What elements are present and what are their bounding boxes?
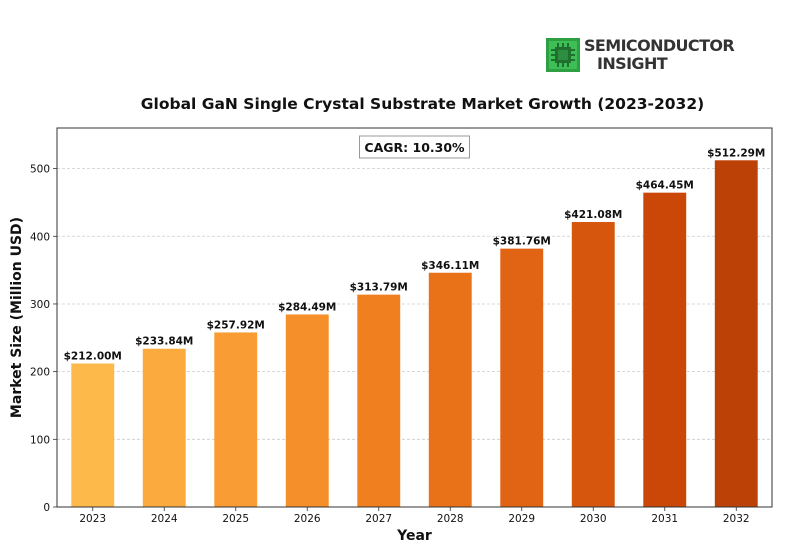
bar-2024 bbox=[142, 348, 186, 507]
cagr-annotation: CAGR: 10.30% bbox=[364, 140, 465, 155]
chip-icon bbox=[546, 38, 580, 72]
x-axis-label: Year bbox=[396, 528, 432, 544]
bar-2030 bbox=[571, 222, 615, 507]
data-label-2025: $257.92M bbox=[207, 319, 265, 331]
bar-2028 bbox=[428, 272, 472, 507]
data-label-2027: $313.79M bbox=[350, 282, 408, 294]
data-label-2023: $212.00M bbox=[64, 351, 122, 363]
x-tick-label-2030: 2030 bbox=[580, 513, 607, 525]
data-label-2026: $284.49M bbox=[278, 301, 336, 313]
data-label-2032: $512.29M bbox=[707, 147, 765, 159]
x-tick-label-2027: 2027 bbox=[365, 513, 392, 525]
bar-2023 bbox=[71, 363, 115, 507]
bar-2027 bbox=[357, 294, 401, 507]
x-tick-label-2025: 2025 bbox=[222, 513, 249, 525]
data-label-2029: $381.76M bbox=[493, 236, 551, 248]
y-tick-label-400: 400 bbox=[30, 231, 50, 243]
y-tick-label-200: 200 bbox=[30, 367, 50, 379]
x-tick-label-2032: 2032 bbox=[723, 513, 750, 525]
chart-title: Global GaN Single Crystal Substrate Mark… bbox=[141, 95, 704, 113]
x-tick-label-2024: 2024 bbox=[151, 513, 178, 525]
brand-line-1: SEMICONDUCTOR bbox=[584, 36, 735, 55]
y-tick-label-0: 0 bbox=[43, 502, 50, 514]
y-tick-label-500: 500 bbox=[30, 164, 50, 176]
bar-2026 bbox=[285, 314, 329, 507]
x-tick-label-2026: 2026 bbox=[294, 513, 321, 525]
bar-2032 bbox=[714, 160, 758, 508]
x-tick-label-2029: 2029 bbox=[508, 513, 535, 525]
y-axis-label: Market Size (Million USD) bbox=[9, 217, 25, 418]
bar-2031 bbox=[643, 192, 687, 507]
y-tick-label-100: 100 bbox=[30, 434, 50, 446]
data-label-2031: $464.45M bbox=[636, 180, 694, 192]
brand-line-2: INSIGHT bbox=[597, 54, 668, 73]
y-tick-label-300: 300 bbox=[30, 299, 50, 311]
data-label-2030: $421.08M bbox=[564, 209, 622, 221]
x-tick-label-2023: 2023 bbox=[79, 513, 106, 525]
data-label-2024: $233.84M bbox=[135, 336, 193, 348]
bar-2025 bbox=[214, 332, 258, 507]
plot-frame bbox=[56, 127, 773, 508]
data-label-2028: $346.11M bbox=[421, 260, 479, 272]
bar-2029 bbox=[500, 248, 544, 507]
brand-name: SEMICONDUCTOR INSIGHT bbox=[584, 36, 735, 73]
cagr-annotation-box bbox=[359, 135, 470, 159]
x-tick-label-2031: 2031 bbox=[651, 513, 678, 525]
x-tick-label-2028: 2028 bbox=[437, 513, 464, 525]
